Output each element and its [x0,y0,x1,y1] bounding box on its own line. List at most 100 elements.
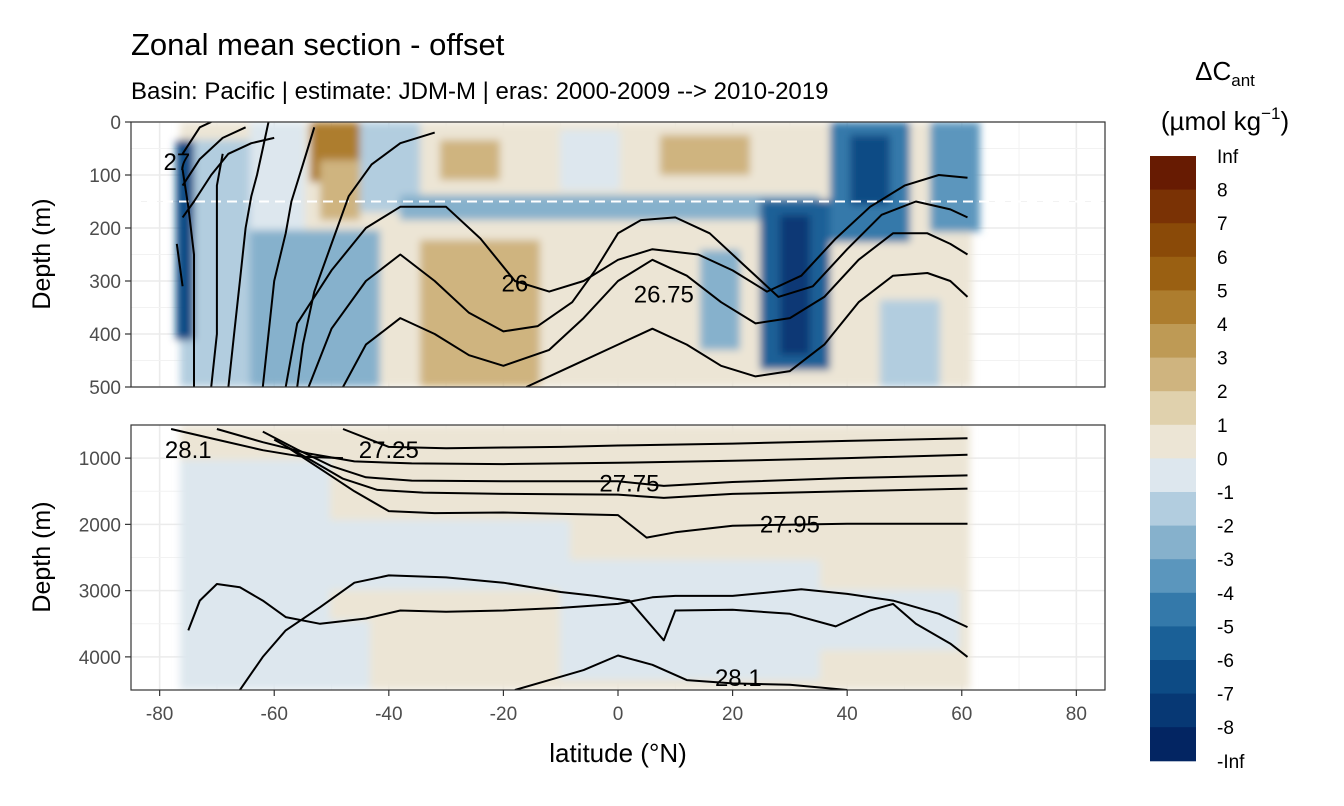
legend-break-label: 8 [1217,181,1228,202]
legend-color-swatch [1150,559,1196,594]
isopycnal-line [216,428,968,466]
isopycnal-label: 26.75 [634,281,694,308]
isopycnal-line [262,430,968,487]
legend-break-label: -4 [1217,584,1234,605]
field-lower-patch [250,620,370,690]
panel-upper-isopycnals: 26 26.75 27 [163,122,969,387]
legend-color-swatch [1150,592,1196,627]
panel-upper: 26 26.75 27 0 100 200 300 400 500 [89,113,1106,399]
chart-subtitle: Basin: Pacific | estimate: JDM-M | eras:… [131,78,828,105]
x-tick-label: -60 [261,704,288,725]
isopycnal-line [261,127,316,387]
legend-color-swatch [1150,223,1196,258]
isopycnal-line [342,428,968,450]
isopycnal-label: 27 [163,149,190,176]
legend-title-units: (µmol kg [1161,106,1261,136]
isopycnal-label: 27.25 [359,437,419,464]
y-tick-label: 1000 [79,449,121,470]
legend-break-label: 4 [1217,315,1228,336]
panel-upper-anomaly-field [176,122,980,387]
isopycnal-line [285,445,968,539]
legend-break-label: -2 [1217,517,1234,538]
legend-color-swatch [1150,290,1196,325]
legend-color-swatch [1150,324,1196,359]
isopycnal-line [239,574,969,690]
field-upper-patch [250,230,380,387]
legend-title-line1: ΔCant [1195,56,1255,90]
y-tick-label: 2000 [79,515,121,536]
isopycnal-label: 26 [502,271,529,298]
panel-upper-border [130,121,1106,388]
isopycnal-label: 28.1 [715,665,762,692]
isopycnal-line [525,272,969,387]
isopycnal-line [181,169,195,387]
isopycnal-line [296,131,435,387]
isopycnal-line [273,438,968,499]
field-upper-patch [780,215,810,355]
legend-color-swatch [1150,660,1196,695]
legend-break-label: -3 [1217,550,1234,571]
x-axis: -80 -60 -40 -20 0 20 40 60 80 [146,690,1087,725]
isopycnal-line [170,428,344,460]
legend-title-exponent: −1 [1261,104,1280,123]
field-upper-patch [700,250,740,350]
x-tick-label: -40 [375,704,402,725]
legend-title-line2: (µmol kg−1) [1161,104,1289,136]
x-tick-label: 40 [837,704,858,725]
field-upper-patch [440,140,500,180]
legend-title-subscript: ant [1231,71,1255,90]
field-upper-patch [660,135,750,175]
legend-break-label: 2 [1217,382,1228,403]
isopycnal-line [181,136,275,218]
isopycnal-label: 27.95 [760,511,820,538]
legend-color-swatch [1150,357,1196,392]
x-tick-label: -80 [146,704,173,725]
legend-color-swatch [1150,626,1196,661]
isopycnal-line [284,174,968,387]
legend-color-swatch [1150,525,1196,560]
y-tick-label: 100 [89,166,121,187]
legend-color-swatch [1150,156,1196,191]
field-upper-patch [880,300,940,387]
field-lower-patch [820,590,960,650]
isopycnal-label: 28.1 [165,437,212,464]
isopycnal-line [514,654,848,690]
y-tick-label: 500 [89,378,121,399]
isopycnal-line [342,232,969,387]
panel-upper-y-axis: 0 100 200 300 400 500 [89,113,131,399]
legend-break-label: 1 [1217,416,1228,437]
legend-color-swatch [1150,256,1196,291]
x-tick-label: -20 [490,704,517,725]
legend-title-close: ) [1280,106,1289,136]
y-tick-label: 0 [110,113,121,134]
field-lower-patch [560,560,820,680]
isopycnal-line [181,122,212,155]
x-tick-label: 20 [722,704,743,725]
legend-break-label: Inf [1217,147,1239,168]
isopycnal-line [307,200,968,387]
y-tick-label: 400 [89,325,121,346]
legend-break-label: -6 [1217,651,1234,672]
x-tick-label: 0 [613,704,624,725]
isopycnal-line [227,122,270,387]
legend-break-label: -Inf [1217,752,1245,773]
isopycnal-line [181,126,247,187]
x-tick-label: 80 [1066,704,1087,725]
legend-color-swatch [1150,424,1196,459]
panel-lower-isopycnals: 28.1 27.25 27.75 27.95 28.1 [165,428,969,692]
legend-color-swatch [1150,391,1196,426]
legend-break-label: -7 [1217,685,1234,706]
legend-color-swatch [1150,693,1196,728]
legend-colorbar [1150,156,1196,762]
legend-color-swatch [1150,458,1196,493]
legend-break-label: -1 [1217,483,1234,504]
legend-break-label: 5 [1217,281,1228,302]
legend-break-label: -8 [1217,718,1234,739]
panel-lower: 28.1 27.25 27.75 27.95 28.1 1000 2000 3000 4000 [79,424,1106,692]
y-axis-title-upper: Depth (m) [28,198,56,309]
isopycnal-label: 27.75 [599,470,659,497]
chart-title: Zonal mean section - offset [131,27,505,62]
legend-break-label: 0 [1217,449,1228,470]
legend: ΔCant (µmol kg−1) Inf 8 7 6 5 4 3 2 1 0 -1 -2 -3 -4 -5… [1150,56,1289,773]
